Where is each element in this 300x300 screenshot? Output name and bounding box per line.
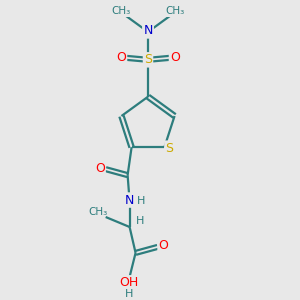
Text: O: O: [170, 51, 180, 64]
Text: O: O: [116, 51, 126, 64]
Text: S: S: [144, 53, 152, 66]
Text: H: H: [124, 289, 133, 299]
Text: O: O: [159, 239, 168, 252]
Text: CH₃: CH₃: [88, 207, 107, 217]
Text: N: N: [125, 194, 134, 207]
Text: H: H: [135, 216, 144, 226]
Text: N: N: [143, 24, 153, 38]
Text: H: H: [136, 196, 145, 206]
Text: CH₃: CH₃: [165, 6, 184, 16]
Text: O: O: [95, 162, 105, 175]
Text: S: S: [165, 142, 173, 155]
Text: CH₃: CH₃: [112, 6, 131, 16]
Text: OH: OH: [119, 276, 138, 289]
